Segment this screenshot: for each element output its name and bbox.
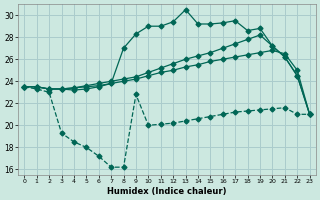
X-axis label: Humidex (Indice chaleur): Humidex (Indice chaleur) [107,187,227,196]
